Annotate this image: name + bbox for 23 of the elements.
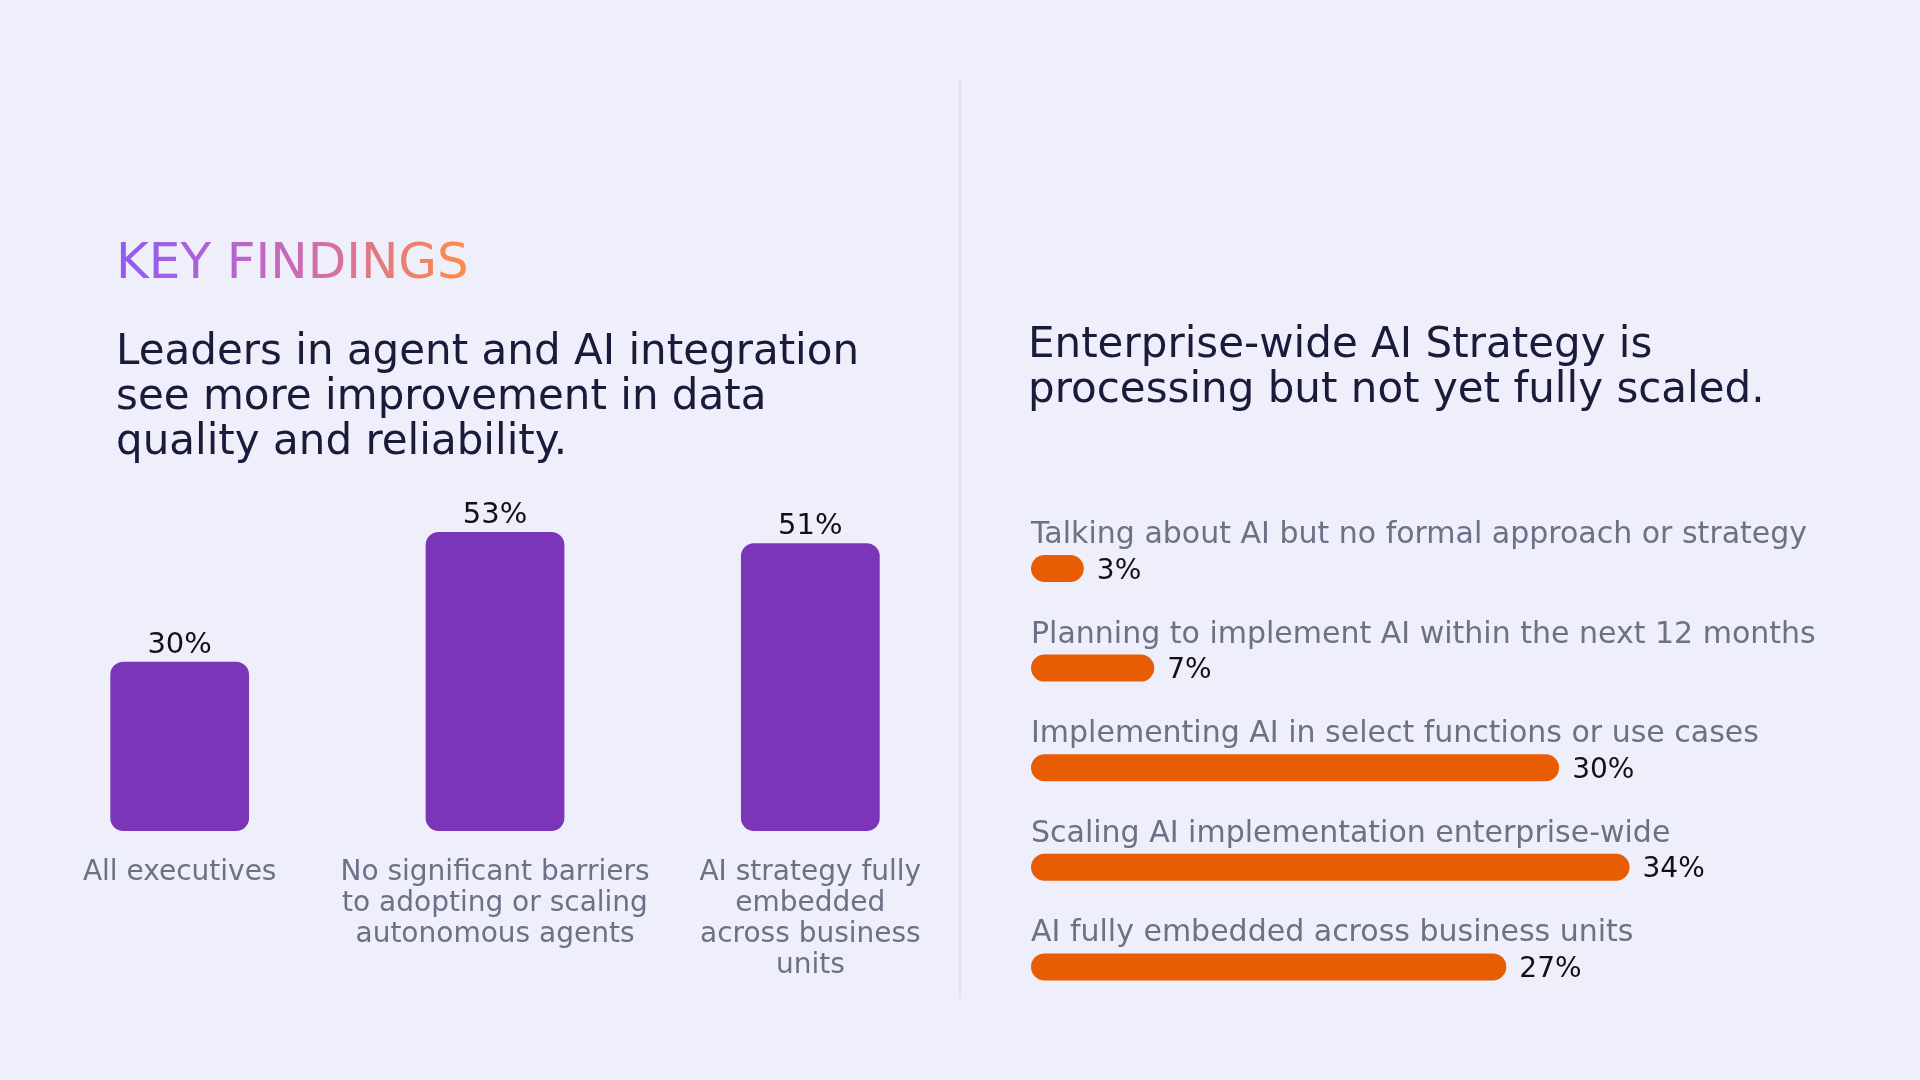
bar [1031,754,1560,782]
y-tick-label: Talking about AI but no formal approach or strategy [1030,515,1808,550]
data-label: 30% [1572,751,1635,785]
y-tick-label: Planning to implement AI within the next 12 months [1031,614,1816,650]
data-label: 3% [1096,552,1142,586]
y-tick-label: Scaling AI implementation enterprise-wide [1031,813,1671,849]
data-label: 53% [462,496,528,530]
bar [1031,853,1630,881]
y-tick-label: AI fully embedded across business units [1031,913,1634,949]
data-label: 7% [1167,652,1212,686]
y-tick-label: Implementing AI in select functions or use cases [1031,714,1759,750]
bar [1031,953,1507,981]
chart-title: Enterprise-wide AI Strategy is processing but not yet fully scaled. [1028,318,1765,412]
x-tick-label: No significant barriers to adopting or scaling autonomous agents [340,854,650,949]
data-label: 34% [1642,851,1705,885]
x-tick-label: AI strategy fully embedded across business units [699,854,922,980]
data-label: 27% [1519,950,1582,984]
data-label: 30% [147,625,212,660]
chart-title: Leaders in agent and AI integration see more improvement in data quality and reliability. [116,325,860,464]
x-tick-label: All executives [82,854,277,887]
data-label: 51% [778,507,843,542]
text: KEY FINDINGS [116,232,469,290]
bar [1031,654,1155,682]
